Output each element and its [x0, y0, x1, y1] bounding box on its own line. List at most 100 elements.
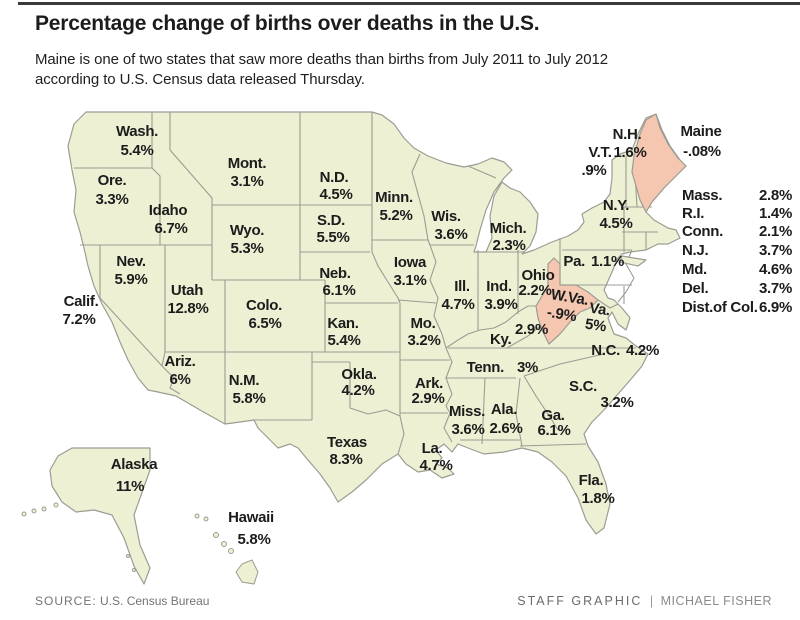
- state-label-maine: Maine: [680, 123, 721, 140]
- state-label-ind: Ind.: [486, 278, 512, 295]
- state-label-ky: Ky.: [490, 331, 511, 348]
- state-value-colo: 6.5%: [249, 315, 282, 332]
- state-label-ore: Ore.: [98, 172, 127, 189]
- state-value-sc: 3.2%: [601, 394, 634, 411]
- state-shape-hawaii: [194, 513, 259, 585]
- state-value-ky: 2.9%: [515, 321, 548, 338]
- state-label-ny: N.Y.: [603, 197, 629, 214]
- state-value-ill: 4.7%: [442, 296, 475, 313]
- state-value-minn: 5.2%: [380, 207, 413, 224]
- state-value-ny: 4.5%: [600, 215, 633, 232]
- state-value-ohio: 2.2%: [519, 282, 552, 299]
- top-rule: [18, 2, 800, 5]
- long-island: [619, 255, 647, 267]
- alaska-islands: [21, 502, 136, 572]
- state-label-ohio: Ohio: [522, 267, 555, 284]
- state-shape-maine: [631, 113, 687, 213]
- state-label-wyo: Wyo.: [230, 222, 264, 239]
- credit-name: MICHAEL FISHER: [660, 594, 772, 608]
- state-label-nh: N.H.: [613, 126, 642, 143]
- state-label-nm: N.M.: [229, 372, 260, 389]
- state-value-va: 5%: [584, 316, 607, 336]
- credit-separator: |: [649, 594, 654, 608]
- state-label-hawaii: Hawaii: [228, 509, 274, 526]
- state-value-utah: 12.8%: [167, 300, 208, 317]
- state-value-okla: 4.2%: [342, 382, 375, 399]
- state-shape-alaska: [49, 447, 151, 585]
- list-state-value-5: 3.7%: [759, 280, 792, 297]
- state-value-texas: 8.3%: [330, 451, 363, 468]
- state-value-ariz: 6%: [169, 371, 190, 388]
- state-shape-west-virginia: [535, 257, 599, 345]
- list-state-label-0: Mass.: [682, 187, 722, 204]
- state-value-sd: 5.5%: [317, 229, 350, 246]
- state-value-mont: 3.1%: [231, 173, 264, 190]
- state-label-ala: Ala.: [491, 401, 517, 418]
- state-value-nd: 4.5%: [320, 186, 353, 203]
- state-value-maine: -.08%: [683, 143, 721, 160]
- credit-text: STAFF GRAPHIC: [517, 594, 643, 608]
- state-value-nh: 1.6%: [614, 144, 647, 161]
- source-line: SOURCE: U.S. Census Bureau: [35, 594, 209, 608]
- state-value-idaho: 6.7%: [155, 220, 188, 237]
- state-label-fla: Fla.: [579, 472, 604, 489]
- state-label-pa: Pa.: [563, 253, 585, 270]
- list-state-label-3: N.J.: [682, 242, 708, 259]
- state-value-wyo: 5.3%: [231, 240, 264, 257]
- state-label-sd: S.D.: [317, 212, 345, 229]
- state-value-ore: 3.3%: [96, 191, 129, 208]
- state-label-sc: S.C.: [569, 378, 597, 395]
- state-label-neb: Neb.: [319, 265, 350, 282]
- state-value-mich: 2.3%: [493, 237, 526, 254]
- state-label-idaho: Idaho: [149, 202, 188, 219]
- state-value-ind: 3.9%: [485, 296, 518, 313]
- state-value-mo: 3.2%: [408, 332, 441, 349]
- state-label-wva: W.Va.: [550, 286, 590, 309]
- state-label-va: Va.: [588, 300, 611, 320]
- state-value-la: 4.7%: [420, 457, 453, 474]
- state-label-texas: Texas: [327, 434, 367, 451]
- state-label-la: La.: [422, 440, 443, 457]
- state-value-kan: 5.4%: [328, 332, 361, 349]
- state-label-kan: Kan.: [327, 315, 358, 332]
- source-label: SOURCE:: [35, 594, 97, 608]
- state-label-mo: Mo.: [411, 315, 436, 332]
- state-label-mich: Mich.: [490, 220, 527, 237]
- state-value-calif: 7.2%: [63, 311, 96, 328]
- state-label-nev: Nev.: [116, 253, 146, 270]
- state-value-wva: -.9%: [546, 304, 578, 325]
- state-label-wash: Wash.: [116, 123, 158, 140]
- state-label-ill: Ill.: [454, 278, 470, 295]
- state-label-miss: Miss.: [449, 403, 485, 420]
- state-label-nd: N.D.: [320, 169, 349, 186]
- state-label-vt: V.T.: [588, 144, 611, 161]
- list-state-value-4: 4.6%: [759, 261, 792, 278]
- lower48-outline: [67, 111, 687, 535]
- list-state-value-0: 2.8%: [759, 187, 792, 204]
- list-state-label-5: Del.: [682, 280, 708, 297]
- state-value-wis: 3.6%: [435, 226, 468, 243]
- state-value-alaska: 11%: [116, 478, 144, 495]
- state-value-fla: 1.8%: [582, 490, 615, 507]
- state-value-ga: 6.1%: [538, 422, 571, 439]
- list-state-value-1: 1.4%: [759, 205, 792, 222]
- page-title: Percentage change of births over deaths …: [35, 12, 540, 35]
- state-value-nev: 5.9%: [115, 271, 148, 288]
- state-value-miss: 3.6%: [452, 421, 485, 438]
- list-state-label-1: R.I.: [682, 205, 704, 222]
- map-labels: Wash.5.4%Ore.3.3%Idaho6.7%Mont.3.1%Wyo.5…: [63, 123, 793, 548]
- state-label-minn: Minn.: [375, 189, 413, 206]
- subtitle-line-1: Maine is one of two states that saw more…: [35, 51, 608, 68]
- state-value-ala: 2.6%: [490, 420, 523, 437]
- state-value-nm: 5.8%: [233, 390, 266, 407]
- list-state-value-2: 2.1%: [759, 223, 792, 240]
- credit-line: STAFF GRAPHIC | MICHAEL FISHER: [517, 594, 772, 608]
- state-value-iowa: 3.1%: [394, 272, 427, 289]
- source-text: U.S. Census Bureau: [100, 594, 210, 608]
- state-label-ga: Ga.: [541, 407, 564, 424]
- list-state-value-3: 3.7%: [759, 242, 792, 259]
- state-value-neb: 6.1%: [323, 282, 356, 299]
- list-state-label-2: Conn.: [682, 223, 723, 240]
- state-value-tenn: 3%: [517, 359, 538, 376]
